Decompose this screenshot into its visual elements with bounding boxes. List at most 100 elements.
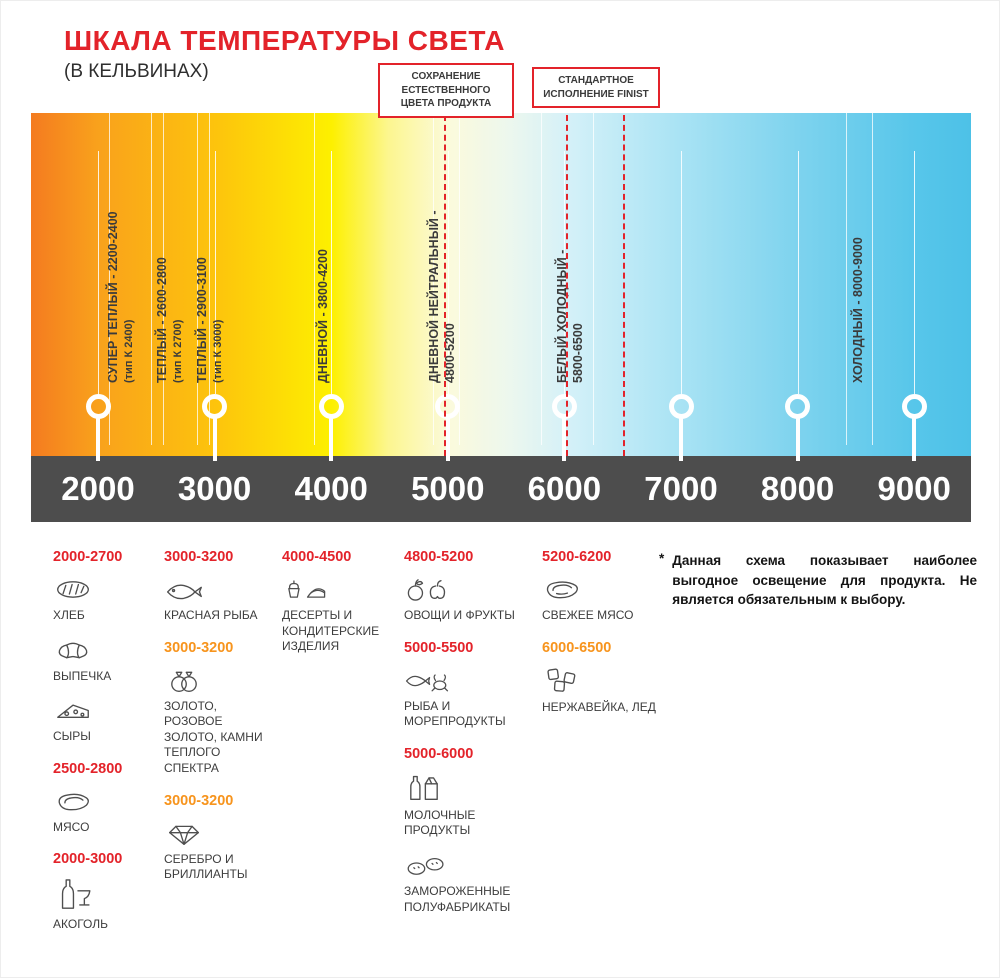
product-column: 3000-3200 КРАСНАЯ РЫБА 3000-3200 ЗОЛОТО, РО… <box>164 549 276 895</box>
kelvin-tick-label: 7000 <box>644 470 718 507</box>
divider-line <box>163 113 164 445</box>
category-item: КРАСНАЯ РЫБА <box>164 575 276 624</box>
category-item: ХЛЕБ <box>53 575 157 624</box>
range-heading: 3000-3200 <box>164 792 234 809</box>
scale-marker <box>551 394 577 419</box>
divider-line <box>197 113 198 445</box>
page-subtitle: (В КЕЛЬВИНАХ) <box>64 61 209 82</box>
temperature-group: 4000-4500 ДЕСЕРТЫ И КОНДИТЕРСКИЕ ИЗДЕЛИЯ <box>282 549 404 655</box>
category-label: СЫРЫ <box>53 729 91 744</box>
temperature-group: 3000-3200 ЗОЛОТО, РОЗОВОЕ ЗОЛОТО, КАМНИ Т… <box>164 640 276 777</box>
tick-line <box>564 151 566 394</box>
divider-line <box>846 113 847 445</box>
kelvin-tick-label: 8000 <box>760 470 835 507</box>
temperature-range-label: ТЕПЛЫЙ - 2900-3100 <box>195 257 209 383</box>
category-label: ЗОЛОТО, РОЗОВОЕ ЗОЛОТО, КАМНИ ТЕПЛОГО СП… <box>164 698 263 775</box>
dashed-guide-line <box>444 115 446 456</box>
scale-marker <box>668 394 694 419</box>
temperature-group: 2000-2700 ХЛЕБ ВЫПЕЧКА СЫРЫ <box>53 549 157 745</box>
category-label: ОВОЩИ И ФРУКТЫ <box>404 608 515 622</box>
range-heading: 6000-6500 <box>542 639 612 656</box>
category-item: ДЕСЕРТЫ И КОНДИТЕРСКИЕ ИЗДЕЛИЯ <box>282 575 404 655</box>
page-title: ШКАЛА ТЕМПЕРАТУРЫ СВЕТА <box>64 25 505 56</box>
temperature-range-sublabel: 5800-6500 <box>571 323 585 383</box>
temperature-group: 3000-3200 КРАСНАЯ РЫБА <box>164 549 276 624</box>
temperature-group: 6000-6500 НЕРЖАВЕЙКА, ЛЕД <box>542 640 670 716</box>
divider-line <box>314 113 315 445</box>
tick-line <box>98 151 99 394</box>
ice-icon <box>542 666 670 695</box>
callout-finist-standard: СТАНДАРТНОЕ ИСПОЛНЕНИЕ FINIST <box>532 67 660 108</box>
marker-stem <box>96 417 100 461</box>
seafood-icon <box>404 666 544 694</box>
footnote-text: Данная схема показывает наиболее выгодно… <box>672 553 977 608</box>
steak-icon <box>542 575 670 603</box>
product-column: 4800-5200 ОВОЩИ И ФРУКТЫ 5000-5500 РЫБА И М… <box>404 549 544 927</box>
divider-line <box>209 113 210 445</box>
scale-marker <box>901 394 927 419</box>
category-item: АКОГОЛЬ <box>53 877 157 933</box>
temperature-range-label: СУПЕР ТЕПЛЫЙ - 2200-2400 <box>106 211 120 383</box>
tick-line <box>331 151 333 394</box>
footnote: * Данная схема показывает наиболее выгод… <box>659 551 977 610</box>
marker-stem <box>329 417 334 461</box>
kelvin-tick-label: 6000 <box>527 470 602 507</box>
marker-stem <box>445 417 450 461</box>
dairy-icon <box>404 772 544 803</box>
bread-icon <box>53 575 157 603</box>
scale-marker <box>435 394 461 419</box>
fish-icon <box>164 575 276 603</box>
category-item: СЕРЕБРО И БРИЛЛИАНТЫ <box>164 819 276 883</box>
divider-line <box>541 113 542 445</box>
kelvin-tick-label: 3000 <box>177 470 252 507</box>
temperature-group: 5000-6000 МОЛОЧНЫЕ ПРОДУКТЫ ЗАМОРОЖЕННЫЕ П… <box>404 746 544 915</box>
temperature-group: 2000-3000 АКОГОЛЬ <box>53 851 157 933</box>
range-heading: 3000-3200 <box>164 639 234 656</box>
croissant-icon <box>53 636 157 664</box>
divider-line <box>151 113 152 445</box>
category-item: МОЛОЧНЫЕ ПРОДУКТЫ <box>404 772 544 839</box>
category-label: СВЕЖЕЕ МЯСО <box>542 608 634 622</box>
product-column: 5200-6200 СВЕЖЕЕ МЯСО 6000-6500 НЕРЖАВЕЙКА,… <box>542 549 670 727</box>
category-item: ЗАМОРОЖЕННЫЕ ПОЛУФАБРИКАТЫ <box>404 851 544 915</box>
range-heading: 3000-3200 <box>164 549 234 565</box>
category-label: КРАСНАЯ РЫБА <box>164 608 258 622</box>
temperature-range-label: ТЕПЛЫЙ - 2600-2800 <box>155 257 169 383</box>
temperature-gradient-bar <box>31 113 971 456</box>
kelvin-tick-label: 5000 <box>411 470 485 507</box>
kelvin-tick-label: 9000 <box>877 470 951 507</box>
temperature-group: 3000-3200 СЕРЕБРО И БРИЛЛИАНТЫ <box>164 793 276 883</box>
marker-stem <box>562 417 567 461</box>
marker-stem <box>212 417 217 461</box>
kelvin-tick-label: 4000 <box>294 470 368 507</box>
tick-line <box>447 151 449 394</box>
frozen-icon <box>404 851 544 879</box>
dashed-guide-line <box>623 115 625 456</box>
temperature-range-label: ХОЛОДНЫЙ - 8000-9000 <box>851 237 865 383</box>
temperature-group: 5200-6200 СВЕЖЕЕ МЯСО <box>542 549 670 624</box>
temperature-range-label: ДНЕВНОЙ - 3800-4200 <box>316 249 330 383</box>
category-label: ХЛЕБ <box>53 608 85 622</box>
category-item: ВЫПЕЧКА <box>53 636 157 685</box>
meat-icon <box>53 787 157 815</box>
kelvin-tick-label: 2000 <box>61 470 135 507</box>
tick-line <box>681 151 682 394</box>
product-column: 2000-2700 ХЛЕБ ВЫПЕЧКА СЫРЫ 2500-2800 МЯСО 200… <box>53 549 157 945</box>
category-item: РЫБА И МОРЕПРОДУКТЫ <box>404 666 544 730</box>
category-item: НЕРЖАВЕЙКА, ЛЕД <box>542 666 670 716</box>
category-item: МЯСО <box>53 787 157 836</box>
range-heading: 2000-3000 <box>53 851 123 868</box>
temperature-group: 2500-2800 МЯСО <box>53 761 157 836</box>
divider-line <box>593 113 594 445</box>
range-heading: 5200-6200 <box>542 549 612 565</box>
divider-line <box>872 113 873 445</box>
kelvin-axis-band <box>31 456 971 522</box>
temperature-range-sublabel: (тип К 2700) <box>172 319 184 383</box>
scale-marker <box>785 394 811 419</box>
callout-natural-color-preservation: СОХРАНЕНИЕ ЕСТЕСТВЕННОГО ЦВЕТА ПРОДУКТА <box>378 63 514 118</box>
divider-line <box>433 113 434 445</box>
scale-marker <box>202 394 228 419</box>
range-heading: 2000-2700 <box>53 549 123 565</box>
divider-line <box>459 113 460 445</box>
